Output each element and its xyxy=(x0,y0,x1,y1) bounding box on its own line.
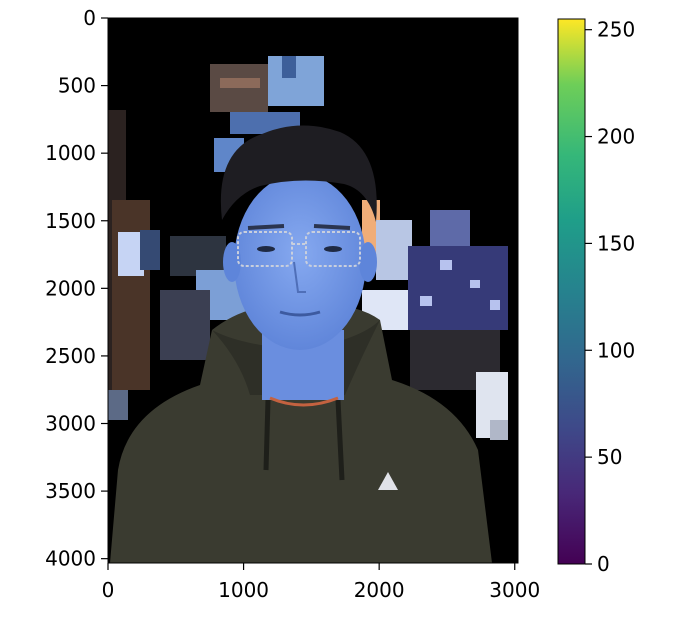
y-tick-label: 2500 xyxy=(45,344,96,368)
face xyxy=(234,174,366,350)
colorbar-tick-label: 250 xyxy=(597,18,635,42)
y-tick-label: 3500 xyxy=(45,479,96,503)
ear-right xyxy=(359,242,377,282)
brow-left xyxy=(248,226,284,228)
x-tick-label: 2000 xyxy=(354,578,405,602)
y-tick-label: 2000 xyxy=(45,276,96,300)
colorbar-tick-label: 200 xyxy=(597,125,635,149)
y-tick-label: 4000 xyxy=(45,547,96,571)
y-tick-label: 500 xyxy=(58,74,96,98)
y-tick-label: 3000 xyxy=(45,412,96,436)
x-tick-label: 3000 xyxy=(489,578,540,602)
colorbar xyxy=(558,19,585,564)
brow-right xyxy=(314,226,350,228)
y-tick-label: 1500 xyxy=(45,209,96,233)
colorbar-tick-label: 50 xyxy=(597,445,622,469)
drawstring-left xyxy=(266,400,268,470)
colorbar-tick-label: 0 xyxy=(597,552,610,576)
eye-left xyxy=(257,246,275,252)
colorbar-axis: 0 50 100 150 200 250 xyxy=(585,18,635,576)
colorbar-tick-label: 100 xyxy=(597,338,635,362)
x-axis: 0 1000 2000 3000 xyxy=(102,563,541,602)
colorbar-tick-label: 150 xyxy=(597,231,635,255)
x-tick-label: 0 xyxy=(102,578,115,602)
y-tick-label: 1000 xyxy=(45,141,96,165)
eye-right xyxy=(324,246,342,252)
x-tick-label: 1000 xyxy=(218,578,269,602)
image-panel xyxy=(108,18,518,563)
y-tick-label: 0 xyxy=(83,6,96,30)
y-axis: 0 500 1000 1500 2000 2500 3000 3500 4000 xyxy=(45,6,108,571)
